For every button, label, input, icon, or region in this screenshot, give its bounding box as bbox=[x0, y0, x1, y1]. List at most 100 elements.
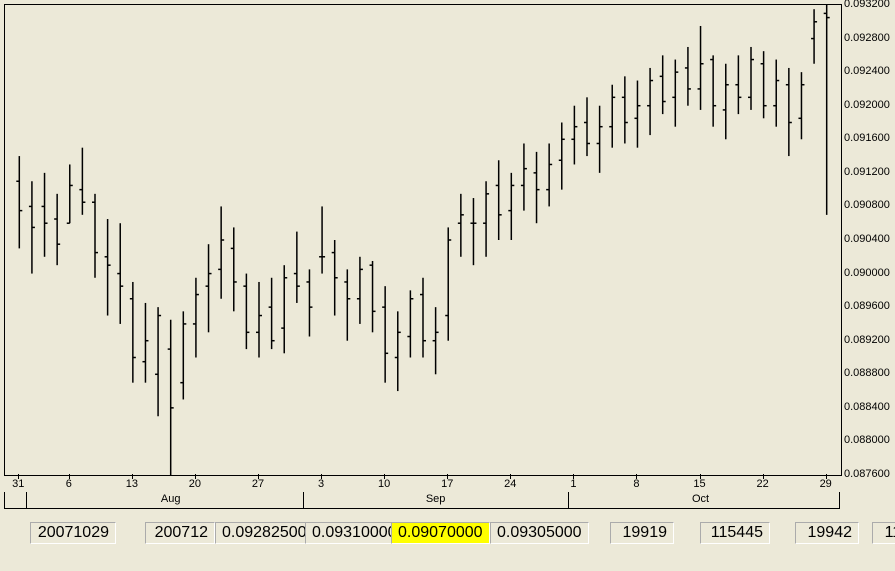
y-axis-label: 0.088800 bbox=[844, 367, 890, 379]
y-axis-label: 0.089600 bbox=[844, 300, 890, 312]
ohlc-bar bbox=[420, 278, 426, 358]
x-axis-day-label: 8 bbox=[633, 478, 639, 490]
x-axis-day-label: 13 bbox=[126, 478, 138, 490]
status-cell: 200712 bbox=[145, 522, 215, 544]
ohlc-bar bbox=[218, 206, 224, 298]
ohlc-bar bbox=[647, 68, 653, 135]
chart-plot-area[interactable] bbox=[4, 4, 842, 476]
y-axis-label: 0.092800 bbox=[844, 32, 890, 44]
ohlc-bar bbox=[609, 85, 615, 148]
month-separator bbox=[303, 492, 304, 508]
ohlc-bar bbox=[256, 282, 262, 358]
y-axis-label: 0.092000 bbox=[844, 99, 890, 111]
status-cell: 0.09305000 bbox=[490, 522, 589, 544]
ohlc-bar bbox=[660, 55, 666, 114]
ohlc-bar bbox=[571, 106, 577, 165]
ohlc-bar bbox=[130, 282, 136, 383]
ohlc-bar bbox=[332, 240, 338, 316]
y-axis-label: 0.092400 bbox=[844, 65, 890, 77]
ohlc-bar bbox=[634, 81, 640, 148]
month-axis-bar: Aug Sep Oct bbox=[4, 492, 840, 509]
x-axis-day-label: 20 bbox=[189, 478, 201, 490]
ohlc-bar bbox=[180, 311, 186, 399]
month-separator bbox=[26, 492, 27, 508]
ohlc-bar bbox=[407, 290, 413, 357]
ohlc-bar bbox=[29, 181, 35, 273]
ohlc-bar bbox=[357, 257, 363, 324]
y-axis-label: 0.089200 bbox=[844, 334, 890, 346]
ohlc-bar bbox=[723, 64, 729, 140]
ohlc-bar bbox=[735, 55, 741, 114]
ohlc-bar bbox=[433, 307, 439, 374]
x-axis-day-label: 31 bbox=[12, 478, 24, 490]
status-cell: 0.09310000 bbox=[305, 522, 404, 544]
ohlc-bar bbox=[79, 148, 85, 215]
ohlc-bar bbox=[42, 173, 48, 257]
ohlc-bar bbox=[773, 60, 779, 127]
ohlc-bar bbox=[824, 5, 830, 215]
ohlc-bar bbox=[622, 76, 628, 143]
ohlc-bar bbox=[269, 278, 275, 349]
ohlc-bar bbox=[243, 274, 249, 350]
x-axis-day-label: 3 bbox=[318, 478, 324, 490]
x-axis-day-label: 24 bbox=[504, 478, 516, 490]
ohlc-bar bbox=[67, 164, 73, 223]
ohlc-bar bbox=[168, 320, 174, 475]
ohlc-bar bbox=[710, 55, 716, 126]
ohlc-bar bbox=[521, 143, 527, 210]
y-axis-label: 0.088000 bbox=[844, 434, 890, 446]
ohlc-bar bbox=[508, 173, 514, 240]
ohlc-bar bbox=[155, 307, 161, 416]
month-label: Oct bbox=[692, 493, 709, 505]
ohlc-bar bbox=[193, 278, 199, 358]
month-separator bbox=[568, 492, 569, 508]
ohlc-bar bbox=[559, 123, 565, 190]
ohlc-bar bbox=[281, 265, 287, 353]
x-axis-day-label: 1 bbox=[570, 478, 576, 490]
ohlc-bar bbox=[16, 156, 22, 248]
ohlc-bar bbox=[534, 152, 540, 223]
ohlc-bar bbox=[142, 303, 148, 383]
y-axis-label: 0.088400 bbox=[844, 401, 890, 413]
ohlc-bar bbox=[685, 47, 691, 106]
x-axis-day-label: 10 bbox=[378, 478, 390, 490]
ohlc-bar bbox=[798, 72, 804, 139]
x-axis: 316132027310172418152229 bbox=[4, 474, 840, 492]
ohlc-bar bbox=[117, 223, 123, 324]
y-axis-label: 0.091200 bbox=[844, 166, 890, 178]
ohlc-bar bbox=[470, 198, 476, 265]
x-axis-day-label: 22 bbox=[756, 478, 768, 490]
status-cell: 0.09282500 bbox=[215, 522, 314, 544]
ohlc-bar bbox=[382, 286, 388, 383]
status-bar: 20071029 2007120.092825000.093100000.0907… bbox=[0, 522, 895, 544]
ohlc-bar bbox=[672, 60, 678, 127]
ohlc-bar bbox=[395, 311, 401, 391]
x-axis-day-label: 29 bbox=[820, 478, 832, 490]
y-axis-label: 0.091600 bbox=[844, 132, 890, 144]
ohlc-bar bbox=[584, 97, 590, 156]
ohlc-bar bbox=[597, 106, 603, 173]
ohlc-bar bbox=[370, 261, 376, 332]
status-cell: 0.09070000 bbox=[391, 522, 490, 544]
y-axis-label: 0.090800 bbox=[844, 199, 890, 211]
ohlc-bar bbox=[496, 160, 502, 240]
ohlc-bar bbox=[761, 51, 767, 118]
ohlc-bar bbox=[698, 26, 704, 110]
status-cell: 20071029 bbox=[30, 522, 116, 544]
ohlc-bar bbox=[231, 227, 237, 311]
y-axis-label: 0.087600 bbox=[844, 468, 890, 480]
month-label: Sep bbox=[426, 493, 446, 505]
ohlc-bar bbox=[483, 181, 489, 257]
ohlc-bar bbox=[445, 227, 451, 340]
month-label: Aug bbox=[161, 493, 181, 505]
ohlc-bar bbox=[546, 143, 552, 206]
ohlc-svg bbox=[5, 5, 841, 475]
x-axis-day-label: 15 bbox=[693, 478, 705, 490]
root: { "chart": { "type": "ohlc", "background… bbox=[0, 0, 895, 571]
ohlc-bar bbox=[748, 47, 754, 110]
y-axis-label: 0.093200 bbox=[844, 0, 890, 10]
y-axis-label: 0.090400 bbox=[844, 233, 890, 245]
status-cell: 115445 bbox=[700, 522, 770, 544]
ohlc-bar bbox=[206, 244, 212, 332]
status-cell: 1183 bbox=[872, 522, 895, 544]
